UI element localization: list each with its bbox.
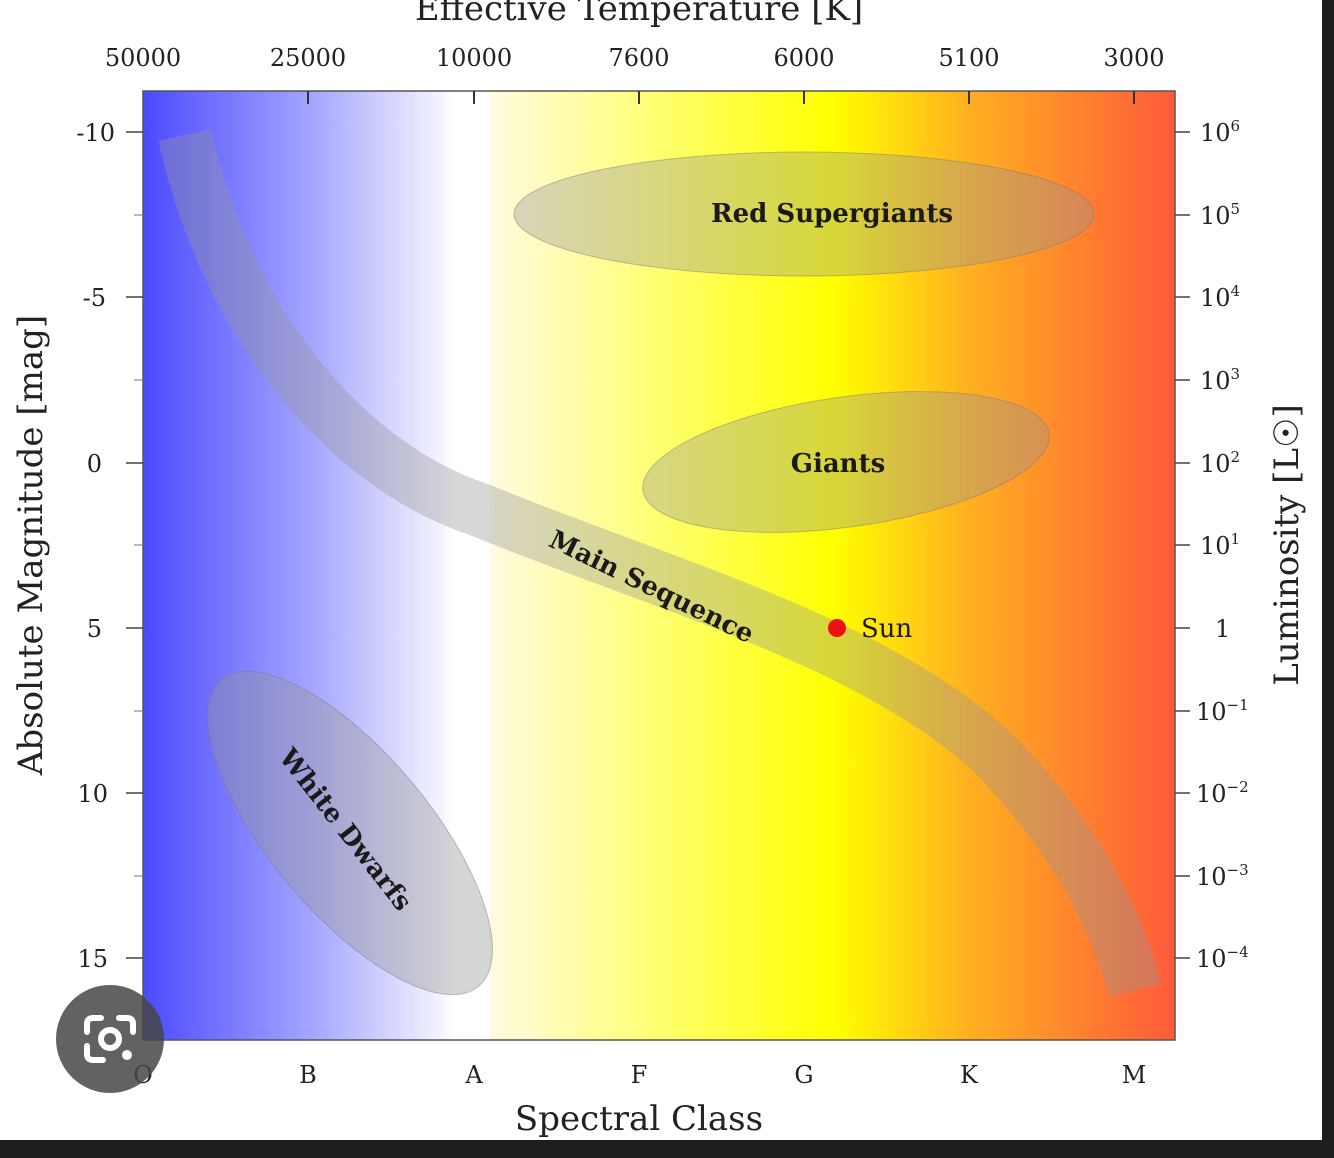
right-tick-label: 104 bbox=[1200, 282, 1240, 312]
google-lens-camera-icon bbox=[84, 1015, 136, 1063]
top-tick-label: 7600 bbox=[608, 44, 669, 72]
top-tick-label: 10000 bbox=[436, 44, 512, 72]
bottom-axis: O B A F G K M Spectral Class bbox=[133, 1061, 1146, 1139]
main-sequence-band bbox=[158, 129, 1162, 997]
right-tick-label: 102 bbox=[1200, 448, 1240, 478]
left-tick-label: 0 bbox=[87, 450, 102, 478]
right-tick-label: 10−4 bbox=[1196, 943, 1249, 973]
red-supergiants-region bbox=[513, 151, 1095, 277]
right-axis: 106 105 104 103 102 101 1 10−1 10−2 10−3… bbox=[1175, 117, 1307, 973]
top-tick-label: 25000 bbox=[270, 44, 346, 72]
top-tick-label: 6000 bbox=[773, 44, 834, 72]
top-axis: 50000 25000 10000 7600 6000 5100 3000 Ef… bbox=[105, 0, 1165, 104]
top-tick-label: 5100 bbox=[938, 44, 999, 72]
bottom-tick-label: B bbox=[299, 1061, 317, 1089]
right-tick-label: 105 bbox=[1200, 200, 1240, 230]
top-tick-label: 3000 bbox=[1103, 44, 1164, 72]
right-axis-title: Luminosity [L☉] bbox=[1267, 404, 1307, 686]
left-tick-label: 5 bbox=[87, 615, 102, 643]
window-edge-bottom bbox=[0, 1140, 1334, 1158]
red-supergiants-label: Red Supergiants bbox=[711, 199, 953, 229]
right-tick-label: 1 bbox=[1215, 615, 1230, 643]
plot-background bbox=[142, 90, 1176, 1041]
right-tick-label: 10−3 bbox=[1196, 861, 1249, 891]
left-tick-label: -10 bbox=[76, 119, 115, 147]
top-axis-title: Effective Temperature [K] bbox=[415, 0, 863, 29]
google-lens-button[interactable] bbox=[56, 985, 164, 1093]
right-tick-label: 106 bbox=[1200, 117, 1240, 147]
bottom-tick-label: M bbox=[1122, 1061, 1147, 1089]
bottom-tick-label: F bbox=[631, 1061, 648, 1089]
left-axis-title: Absolute Magnitude [mag] bbox=[11, 315, 51, 776]
left-axis: -10 -5 0 5 10 15 Absolute Magnitude [mag… bbox=[11, 119, 143, 973]
giants-label: Giants bbox=[791, 449, 885, 479]
giants-region bbox=[642, 391, 1050, 533]
right-tick-label: 101 bbox=[1200, 530, 1240, 560]
left-tick-label: 15 bbox=[77, 945, 108, 973]
bottom-tick-label: A bbox=[464, 1061, 483, 1089]
sun-label: Sun bbox=[861, 614, 913, 644]
right-tick-label: 103 bbox=[1200, 365, 1240, 395]
bottom-tick-label: G bbox=[794, 1061, 813, 1089]
white-dwarfs-region bbox=[207, 670, 493, 996]
bottom-tick-label: K bbox=[960, 1061, 979, 1089]
right-tick-label: 10−2 bbox=[1196, 778, 1249, 808]
top-tick-label: 50000 bbox=[105, 44, 181, 72]
left-tick-label: -5 bbox=[83, 284, 106, 312]
sun-marker bbox=[828, 619, 846, 637]
window-edge bbox=[1322, 0, 1334, 1158]
bottom-axis-title: Spectral Class bbox=[515, 1099, 763, 1139]
right-tick-label: 10−1 bbox=[1196, 696, 1249, 726]
left-tick-label: 10 bbox=[77, 780, 108, 808]
